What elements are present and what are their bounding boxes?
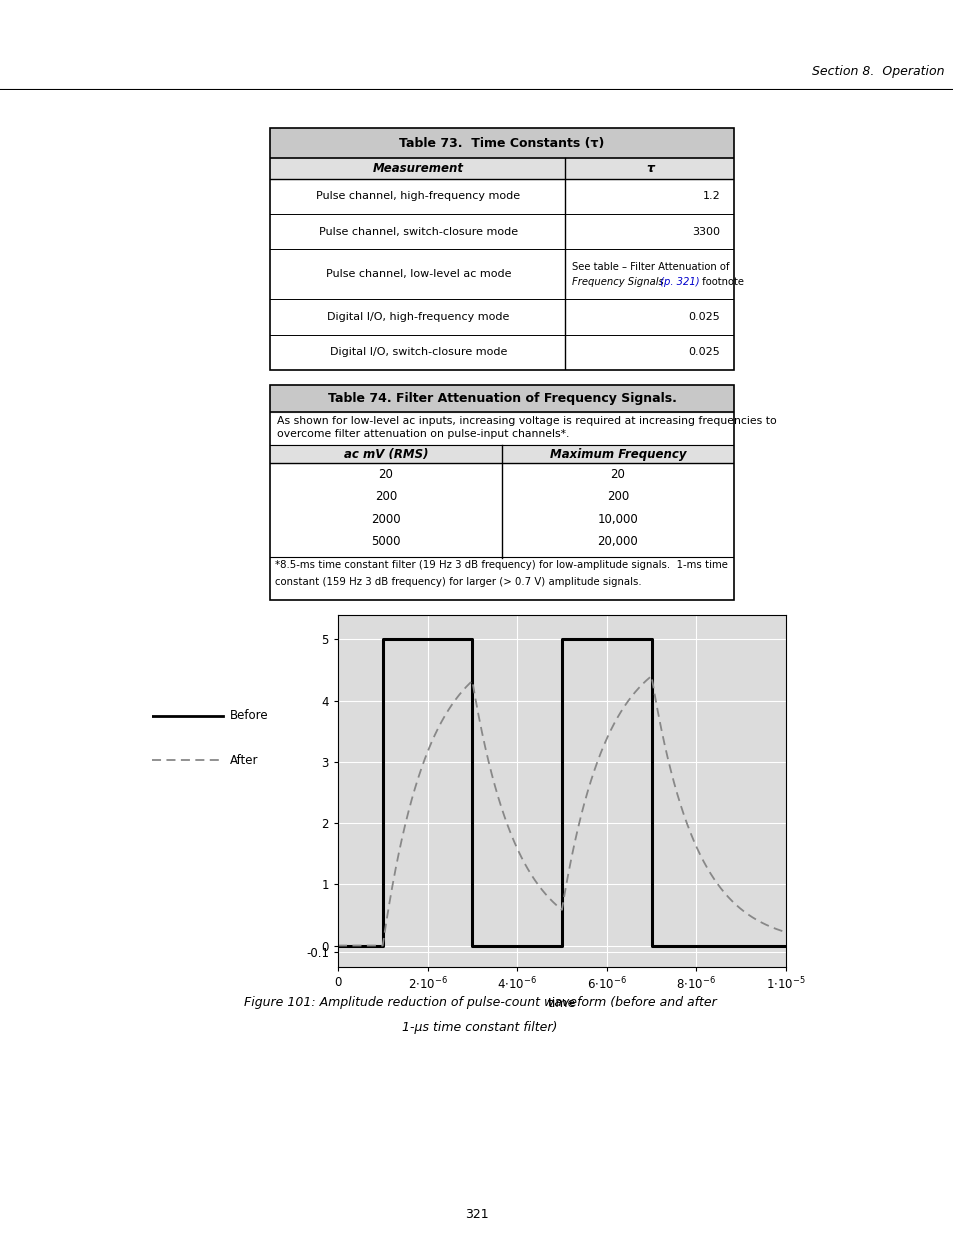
Text: Table 74. Filter Attenuation of Frequency Signals.: Table 74. Filter Attenuation of Frequenc… — [327, 391, 676, 405]
Text: See table – Filter Attenuation of: See table – Filter Attenuation of — [571, 262, 728, 272]
Text: (p. 321): (p. 321) — [657, 277, 700, 287]
Text: 20: 20 — [378, 468, 393, 482]
Text: After: After — [230, 753, 258, 767]
Text: Maximum Frequency: Maximum Frequency — [549, 448, 685, 461]
Text: 0.025: 0.025 — [688, 312, 720, 322]
Bar — [270, 158, 733, 179]
Text: 1-μs time constant filter): 1-μs time constant filter) — [402, 1020, 558, 1034]
Text: τ: τ — [646, 162, 654, 175]
Text: Pulse channel, low-level ac mode: Pulse channel, low-level ac mode — [325, 269, 511, 279]
X-axis label: time: time — [547, 997, 576, 1010]
Text: 200: 200 — [375, 490, 396, 504]
Bar — [270, 128, 733, 158]
Text: overcome filter attenuation on pulse-input channels*.: overcome filter attenuation on pulse-inp… — [276, 429, 569, 440]
Text: 200: 200 — [606, 490, 628, 504]
Text: *8.5-ms time constant filter (19 Hz 3 dB frequency) for low-amplitude signals.  : *8.5-ms time constant filter (19 Hz 3 dB… — [274, 561, 727, 571]
Text: footnote: footnote — [699, 277, 743, 287]
Text: Measurement: Measurement — [373, 162, 463, 175]
Text: Figure 101: Amplitude reduction of pulse-count waveform (before and after: Figure 101: Amplitude reduction of pulse… — [243, 995, 716, 1009]
Text: Frequency Signals: Frequency Signals — [571, 277, 662, 287]
Text: constant (159 Hz 3 dB frequency) for larger (> 0.7 V) amplitude signals.: constant (159 Hz 3 dB frequency) for lar… — [274, 578, 640, 588]
Bar — [270, 445, 733, 463]
Text: Pulse channel, high-frequency mode: Pulse channel, high-frequency mode — [316, 191, 520, 201]
Text: 3300: 3300 — [691, 227, 720, 237]
Text: 20: 20 — [610, 468, 625, 482]
Text: 20,000: 20,000 — [597, 535, 638, 548]
Text: 321: 321 — [465, 1209, 488, 1221]
Text: 5000: 5000 — [371, 535, 400, 548]
Text: Digital I/O, switch-closure mode: Digital I/O, switch-closure mode — [330, 347, 507, 357]
Text: 2000: 2000 — [371, 513, 400, 526]
Bar — [270, 385, 733, 412]
Text: 1.2: 1.2 — [701, 191, 720, 201]
Text: Before: Before — [230, 709, 269, 722]
Text: 10,000: 10,000 — [597, 513, 638, 526]
Text: As shown for low-level ac inputs, increasing voltage is required at increasing f: As shown for low-level ac inputs, increa… — [276, 416, 776, 426]
Text: Section 8.  Operation: Section 8. Operation — [811, 64, 943, 78]
Text: 0.025: 0.025 — [688, 347, 720, 357]
Text: Pulse channel, switch-closure mode: Pulse channel, switch-closure mode — [318, 227, 517, 237]
Text: ac mV (RMS): ac mV (RMS) — [343, 448, 428, 461]
Text: Digital I/O, high-frequency mode: Digital I/O, high-frequency mode — [327, 312, 509, 322]
Text: Table 73.  Time Constants (τ): Table 73. Time Constants (τ) — [399, 137, 604, 149]
